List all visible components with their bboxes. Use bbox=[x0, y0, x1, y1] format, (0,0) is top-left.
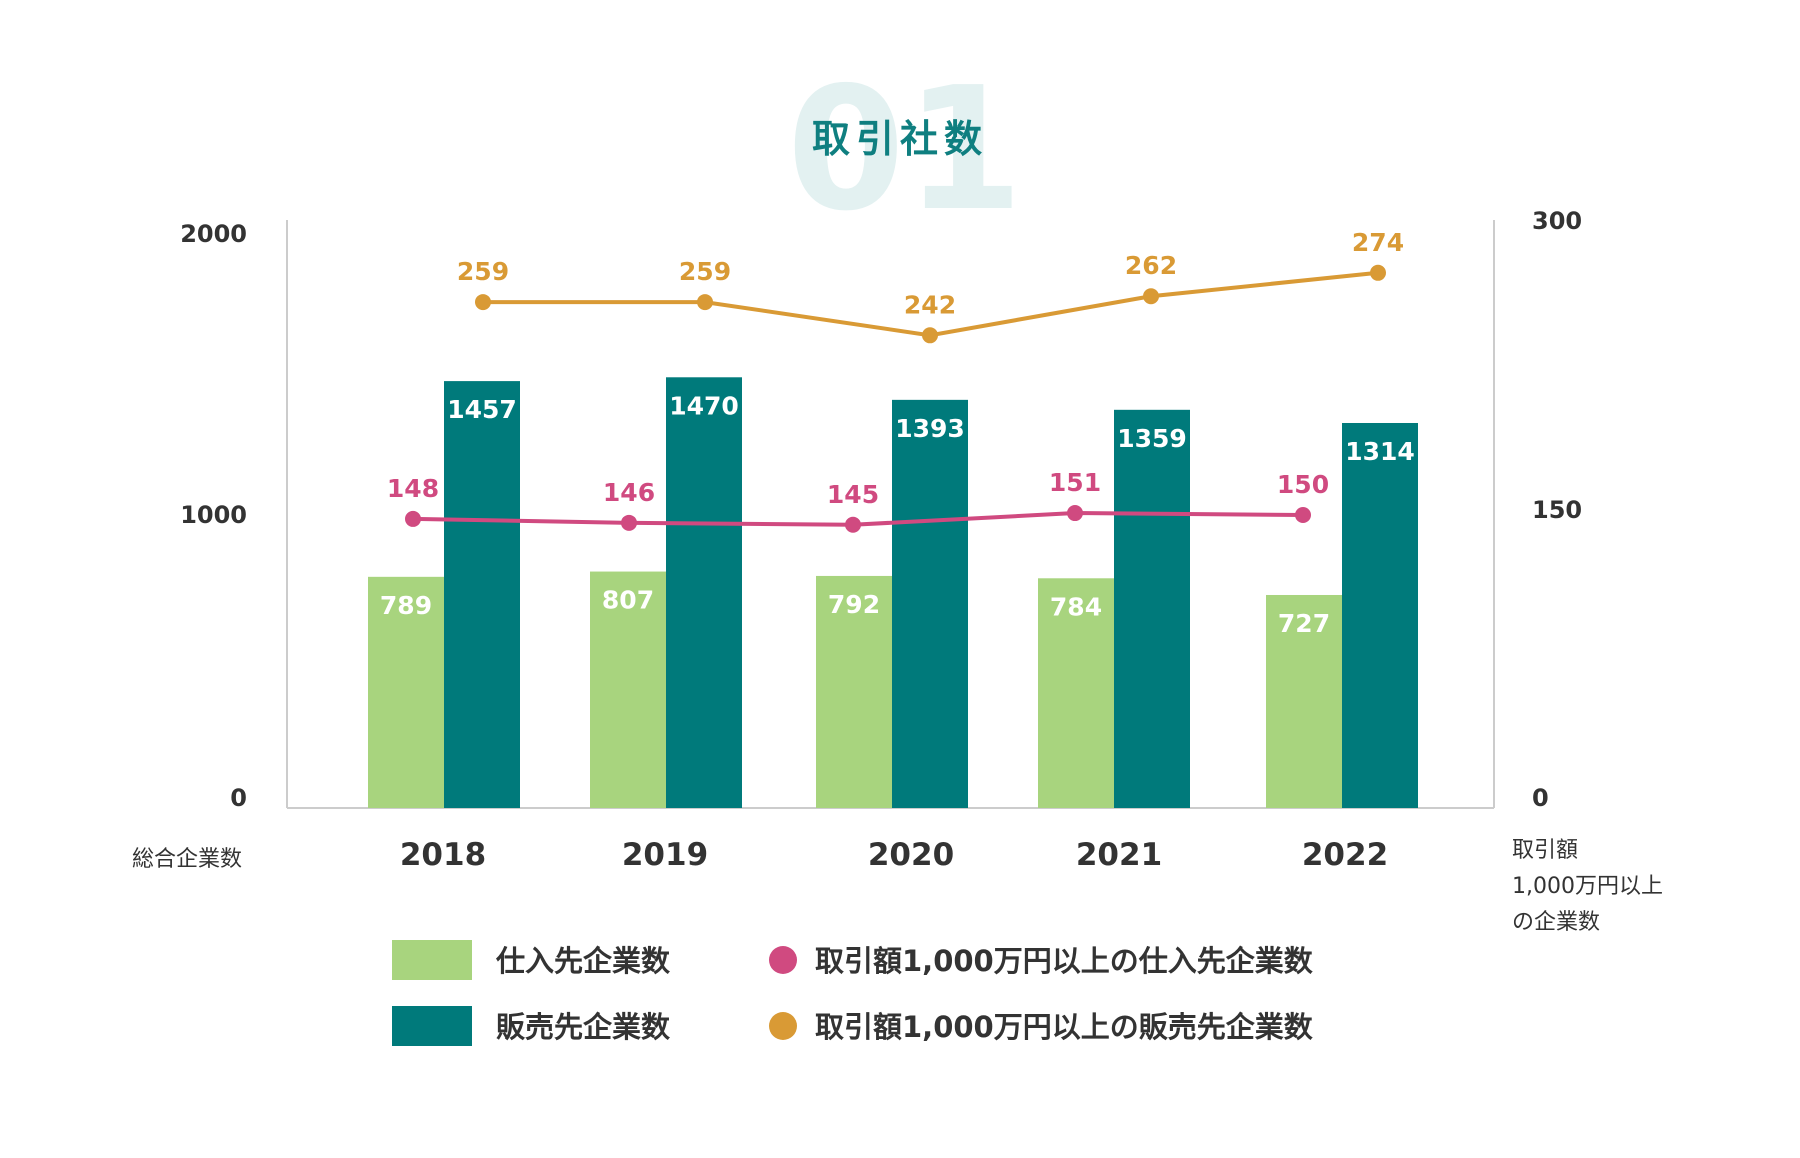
badge-number: 01 bbox=[787, 51, 1024, 249]
right-axis-label-line-2: 1,000万円以上 bbox=[1512, 874, 1663, 899]
point-large-customers bbox=[475, 294, 491, 311]
left-tick-label: 0 bbox=[230, 784, 247, 812]
bar-purchase-suppliers bbox=[368, 576, 444, 808]
point-value-label: 150 bbox=[1277, 470, 1329, 499]
point-value-label: 146 bbox=[603, 478, 655, 507]
left-tick-label: 2000 bbox=[180, 220, 247, 248]
x-tick-label: 2019 bbox=[622, 837, 708, 873]
legend-label-large-customers: 取引額1,000万円以上の販売先企業数 bbox=[815, 1010, 1314, 1044]
point-large-customers bbox=[1370, 264, 1386, 281]
right-tick-label: 300 bbox=[1532, 207, 1582, 235]
legend-dot-large-customers bbox=[769, 1012, 797, 1040]
bar-purchase-suppliers bbox=[590, 571, 666, 808]
legend-dot-large-suppliers bbox=[769, 946, 797, 974]
legend-item-sales-customers: 販売先企業数 bbox=[392, 1006, 671, 1046]
bar-value-label: 792 bbox=[828, 590, 880, 619]
bar-purchase-suppliers bbox=[1038, 578, 1114, 808]
right-axis-label-line-1: 取引額 bbox=[1512, 838, 1578, 863]
point-large-suppliers bbox=[1067, 505, 1083, 522]
bar-value-label: 1393 bbox=[895, 414, 965, 443]
x-tick-label: 2021 bbox=[1076, 837, 1162, 873]
point-large-suppliers bbox=[845, 516, 861, 533]
bar-sales-customers bbox=[1114, 409, 1190, 808]
bar-sales-customers bbox=[444, 381, 520, 808]
point-large-customers bbox=[922, 327, 938, 344]
bar-value-label: 784 bbox=[1050, 592, 1102, 621]
point-value-label: 151 bbox=[1049, 468, 1101, 497]
bar-value-label: 1314 bbox=[1345, 437, 1415, 466]
chart-title: 取引社数 bbox=[812, 117, 988, 161]
point-large-customers bbox=[1143, 288, 1159, 305]
legend: 仕入先企業数 販売先企業数 取引額1,000万円以上の仕入先企業数 取引額1,0… bbox=[392, 940, 1314, 1046]
lines-layer: 148 146 145 151 150 259 259 242 262 274 bbox=[387, 228, 1404, 533]
bar-value-label: 1457 bbox=[447, 395, 517, 424]
bar-value-label: 727 bbox=[1278, 609, 1330, 638]
right-tick-label: 0 bbox=[1532, 784, 1549, 812]
bars-layer: 789 807 792 784 727 1457 1470 1393 1359 1314 bbox=[368, 377, 1418, 808]
point-value-label: 274 bbox=[1352, 228, 1404, 257]
point-large-customers bbox=[697, 294, 713, 311]
bar-value-label: 1470 bbox=[669, 391, 739, 420]
bar-value-label: 789 bbox=[380, 591, 432, 620]
x-tick-label: 2022 bbox=[1302, 837, 1388, 873]
legend-label-purchase-suppliers: 仕入先企業数 bbox=[495, 944, 671, 978]
legend-item-purchase-suppliers: 仕入先企業数 bbox=[392, 940, 671, 980]
bar-sales-customers bbox=[1342, 422, 1418, 808]
point-large-suppliers bbox=[1295, 507, 1311, 523]
legend-label-large-suppliers: 取引額1,000万円以上の仕入先企業数 bbox=[815, 944, 1314, 978]
point-value-label: 259 bbox=[679, 257, 731, 286]
point-large-suppliers bbox=[405, 510, 421, 527]
bar-sales-customers bbox=[892, 399, 968, 808]
point-value-label: 148 bbox=[387, 474, 439, 503]
bar-value-label: 807 bbox=[602, 586, 654, 615]
x-tick-label: 2020 bbox=[868, 837, 954, 873]
point-large-suppliers bbox=[621, 514, 637, 531]
legend-swatch-sales-customers bbox=[392, 1006, 472, 1046]
legend-item-large-customers: 取引額1,000万円以上の販売先企業数 bbox=[769, 1010, 1314, 1044]
x-tick-labels: 2018 2019 2020 2021 2022 bbox=[400, 837, 1388, 873]
point-value-label: 262 bbox=[1125, 251, 1177, 280]
legend-swatch-purchase-suppliers bbox=[392, 940, 472, 980]
right-axis-label-line-3: の企業数 bbox=[1512, 910, 1600, 935]
bar-sales-customers bbox=[666, 377, 742, 808]
point-value-label: 259 bbox=[457, 257, 509, 286]
bar-purchase-suppliers bbox=[816, 575, 892, 808]
left-axis-label: 総合企業数 bbox=[132, 847, 242, 872]
x-tick-label: 2018 bbox=[400, 837, 486, 873]
bar-purchase-suppliers bbox=[1266, 594, 1342, 808]
bar-value-label: 1359 bbox=[1117, 424, 1187, 453]
point-value-label: 145 bbox=[827, 480, 879, 509]
legend-item-large-suppliers: 取引額1,000万円以上の仕入先企業数 bbox=[769, 944, 1314, 978]
left-tick-label: 1000 bbox=[180, 501, 247, 529]
legend-label-sales-customers: 販売先企業数 bbox=[496, 1010, 671, 1044]
point-value-label: 242 bbox=[904, 290, 956, 319]
right-tick-label: 150 bbox=[1532, 496, 1582, 524]
